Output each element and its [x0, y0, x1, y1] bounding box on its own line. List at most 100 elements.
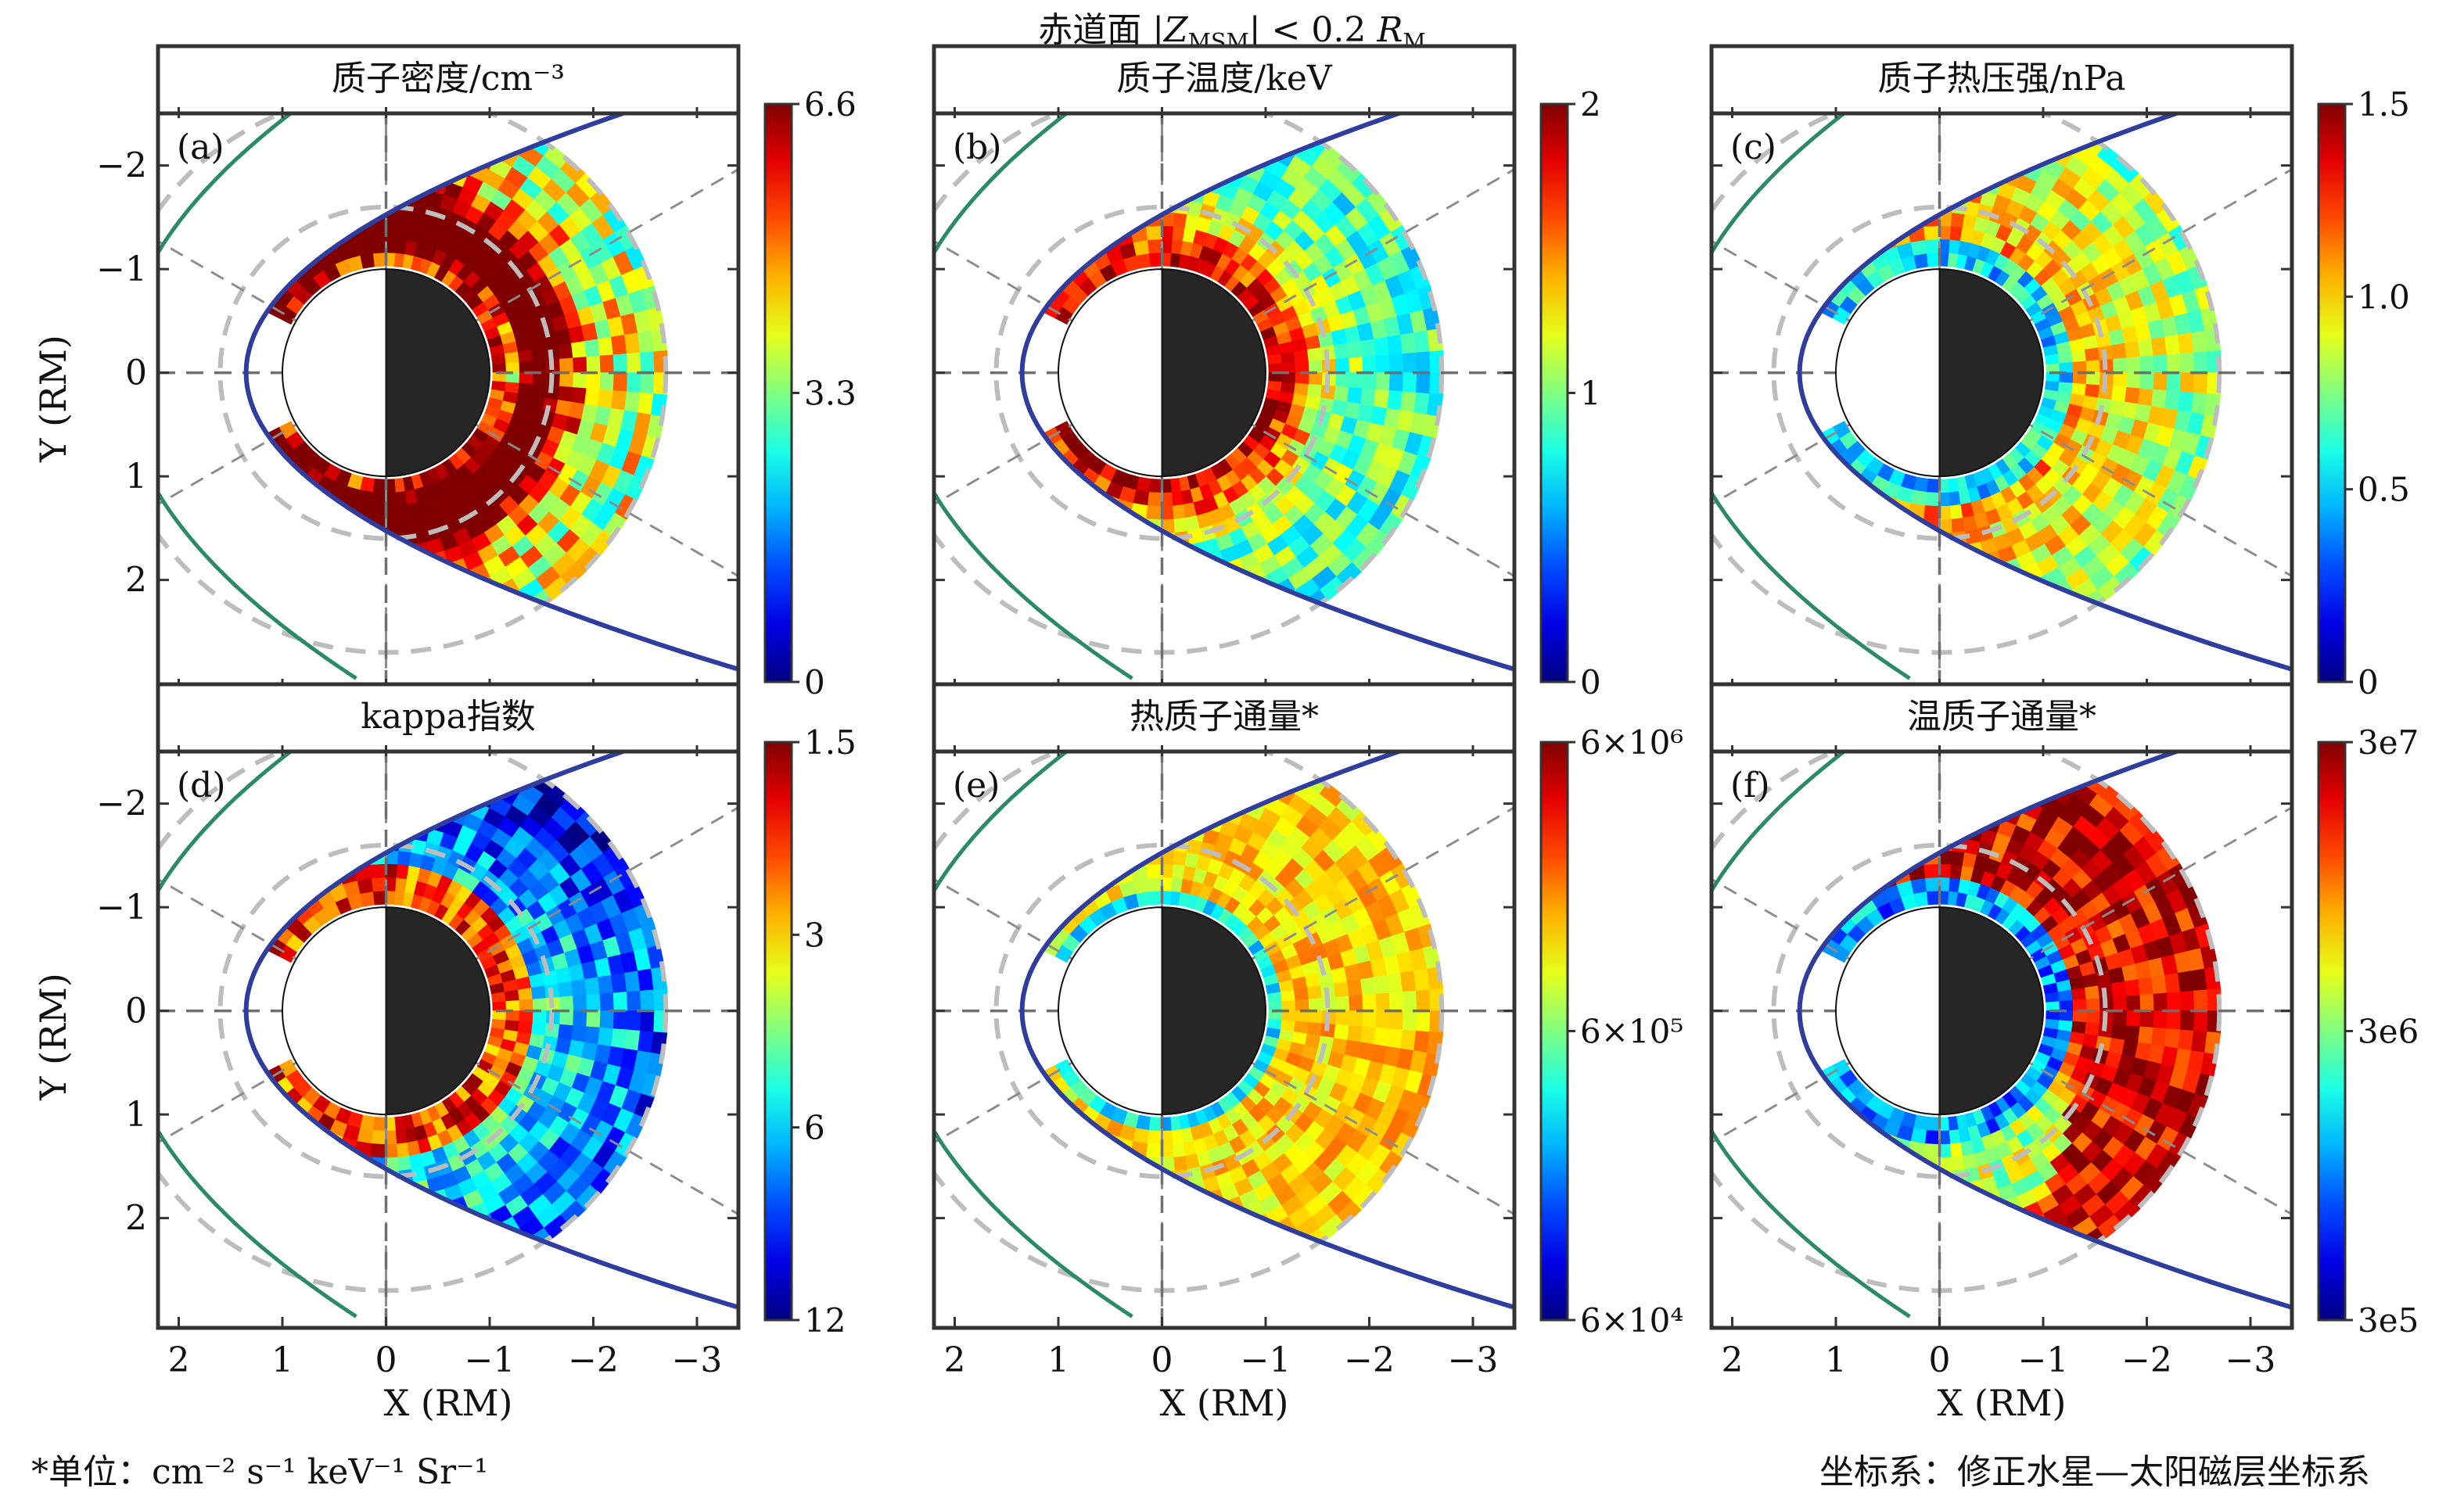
heatmap-cell: [1400, 970, 1417, 992]
x-tick-label: 1: [271, 1340, 293, 1380]
heatmap-cell: [386, 1117, 396, 1132]
magnetopause-line: [1019, 107, 1514, 672]
heatmap-cell: [1374, 389, 1390, 409]
heatmap-cell: [2193, 989, 2209, 1011]
heatmap-cell: [2046, 372, 2060, 383]
heatmap-cell: [2164, 972, 2181, 994]
heatmap-cell: [584, 977, 601, 996]
heatmap-cell: [1950, 518, 1965, 533]
heatmap-cell: [530, 384, 547, 399]
heatmap-cell: [1162, 890, 1172, 905]
colorbar-tick-label: 1.0: [2358, 278, 2410, 316]
panel-title: 质子热压强/nPa: [1877, 59, 2125, 99]
heatmap-cell: [1374, 1027, 1390, 1047]
heatmap-cell: [2153, 372, 2168, 391]
heatmap-cell: [1335, 996, 1350, 1011]
heatmap-cell: [2084, 384, 2100, 399]
heatmap-cell: [1281, 999, 1296, 1011]
heatmap-cell: [1148, 1116, 1162, 1132]
heatmap-cell: [611, 390, 627, 411]
heatmap-cell: [1926, 252, 1940, 267]
y-tick-label: −2: [96, 146, 147, 186]
heatmap-cell: [1362, 1010, 1377, 1028]
panel-header: [1709, 682, 2294, 754]
heatmap-cell: [492, 372, 507, 383]
heatmap-cell: [559, 996, 574, 1011]
heatmap-cell: [386, 877, 397, 892]
panel-label: (c): [1730, 127, 1776, 167]
heatmap-cell: [1281, 1010, 1296, 1022]
heatmap-cell: [396, 1143, 410, 1158]
heatmap-cell: [2138, 1026, 2154, 1045]
heatmap-cell: [1293, 349, 1309, 363]
y-tick-label: 1: [125, 457, 147, 497]
heatmap-cell: [640, 1010, 656, 1032]
heatmap-cell: [1334, 343, 1349, 360]
heatmap-cell: [519, 1010, 533, 1023]
heatmap-cell: [2113, 357, 2128, 373]
y-tick-label: 0: [125, 353, 147, 393]
heatmap-cell: [586, 372, 602, 390]
heatmap-cell: [1950, 1156, 1965, 1171]
heatmap-cell: [573, 995, 587, 1011]
heatmap-cell: [372, 478, 386, 493]
heatmap-cell: [2138, 388, 2154, 407]
heatmap-cell: [2059, 372, 2074, 384]
heatmap-cell: [2046, 1001, 2060, 1011]
heatmap-cell: [611, 972, 627, 994]
heatmap-cell: [519, 372, 533, 385]
panel-title: kappa指数: [361, 697, 535, 737]
heatmap-cell: [1349, 1010, 1363, 1028]
heatmap-cell: [638, 968, 654, 992]
heatmap-cell: [1387, 334, 1403, 356]
heatmap-cell: [2191, 968, 2207, 992]
magnetopause-line: [243, 745, 738, 1310]
heatmap-cell: [1169, 478, 1181, 493]
heatmap-cell: [1281, 361, 1296, 373]
heatmap-cell: [1387, 972, 1403, 994]
heatmap-cell: [1413, 392, 1430, 415]
heatmap-cell: [1402, 352, 1417, 373]
heatmap-cell: [386, 505, 398, 521]
heatmap-cell: [2139, 372, 2155, 390]
heatmap-cell: [558, 1024, 573, 1041]
heatmap-cell: [492, 1001, 507, 1011]
colorbar-tick-label: 1.5: [2358, 85, 2410, 124]
x-tick-label: −2: [568, 1340, 619, 1380]
heatmap-cell: [2113, 1010, 2128, 1026]
heatmap-cell: [573, 1010, 587, 1028]
heatmap-cell: [559, 372, 574, 388]
heatmap-cell: [1347, 1025, 1363, 1043]
heatmap-cell: [612, 353, 628, 373]
heatmap-cell: [1349, 995, 1363, 1011]
x-tick-label: 0: [1929, 1340, 1951, 1380]
heatmap-cell: [1280, 351, 1296, 364]
panel-label: (b): [953, 127, 1002, 167]
heatmap-cell: [517, 349, 533, 363]
magnetopause-line: [243, 107, 738, 672]
heatmap-cell: [1924, 239, 1940, 254]
colorbar: [2317, 102, 2347, 683]
heatmap-cell: [1413, 968, 1430, 992]
heatmap-cell: [2179, 1010, 2195, 1031]
heatmap-cell: [624, 332, 641, 354]
heatmap-cell: [397, 1156, 411, 1171]
heatmap-cell: [2126, 357, 2141, 373]
heatmap-cell: [2139, 355, 2155, 373]
heatmap-cell: [1939, 492, 1951, 507]
heatmap-cell: [386, 1143, 398, 1159]
y-axis-label: Y (RM): [32, 973, 74, 1101]
colorbar-tick-label: 6: [804, 1109, 825, 1147]
heatmap-cell: [1281, 372, 1296, 384]
colorbar-tick-label: 6×10⁶: [1580, 723, 1683, 762]
heatmap-cell: [386, 1130, 397, 1145]
heatmap-cell: [1939, 863, 1952, 878]
heatmap-cell: [1375, 354, 1391, 373]
heatmap-cell: [638, 392, 654, 415]
heatmap-cell: [2046, 363, 2060, 373]
heatmap-cell: [611, 1028, 627, 1049]
heatmap-cell: [505, 999, 520, 1011]
heatmap-cell: [558, 981, 573, 998]
panel-header: [156, 44, 741, 116]
